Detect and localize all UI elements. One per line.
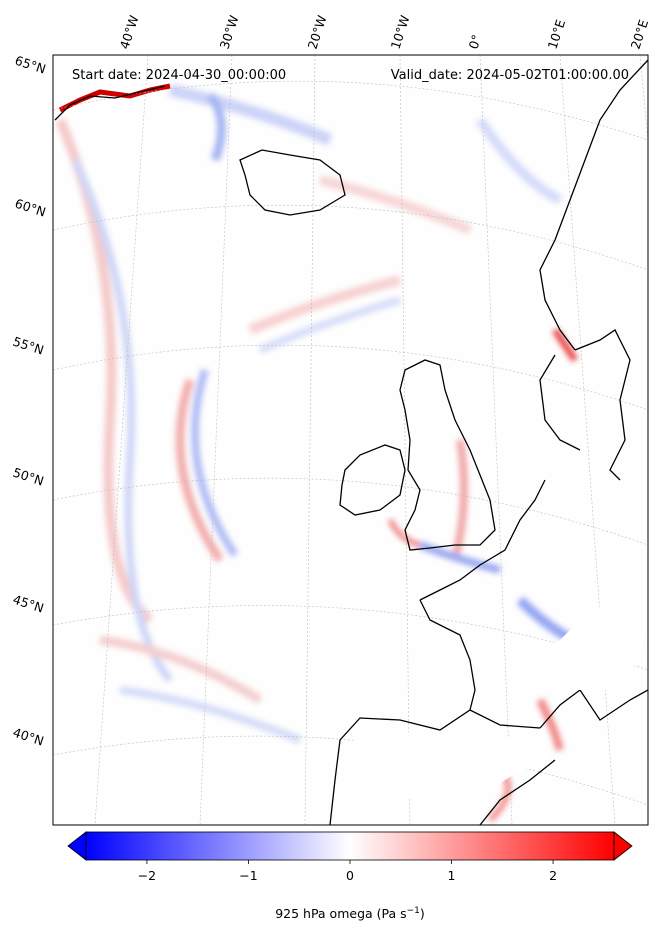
colorbar-extend-low [67,831,87,861]
lon-label: 0° [466,33,485,51]
lat-label: 45°N [11,592,46,616]
longitude-labels: 40°W 30°W 20°W 10°W 0° 10°E 20°E [117,13,652,50]
valid-date-text: Valid_date: 2024-05-02T01:00:00.00 [391,68,629,83]
colorbar-tick-label: 1 [448,868,456,883]
lon-label: 10°W [388,13,413,50]
colorbar-tick-label: 2 [549,868,557,883]
colorbar-tick-label: −1 [239,868,257,883]
colorbar-label: 925 hPa omega (Pa s−1) [275,906,425,921]
masked-regions [350,600,645,805]
colorbar: −2 −1 0 1 2 925 hPa omega (Pa s−1) [67,831,633,921]
colorbar-extend-high [613,831,633,861]
colorbar-ticks: −2 −1 0 1 2 [138,860,557,883]
colorbar-tick-label: −2 [138,868,156,883]
map-background [53,55,648,825]
colorbar-gradient [86,832,614,860]
lon-label: 20°W [305,13,330,50]
colorbar-tick-label: 0 [346,868,354,883]
map-frame [52,54,649,826]
lat-label: 60°N [13,196,48,220]
coastlines [54,59,648,825]
lat-label: 40°N [11,725,46,749]
lon-label: 20°E [628,18,652,51]
lat-label: 50°N [11,465,46,489]
map-panel [52,54,649,826]
lon-label: 40°W [117,13,142,50]
start-date-text: Start date: 2024-04-30_00:00:00 [72,68,286,83]
lon-label: 10°E [545,18,569,51]
lat-label: 65°N [13,53,48,77]
latitude-labels: 65°N 60°N 55°N 50°N 45°N 40°N [11,53,48,749]
lat-label: 55°N [11,334,46,358]
lon-label: 30°W [217,13,242,50]
